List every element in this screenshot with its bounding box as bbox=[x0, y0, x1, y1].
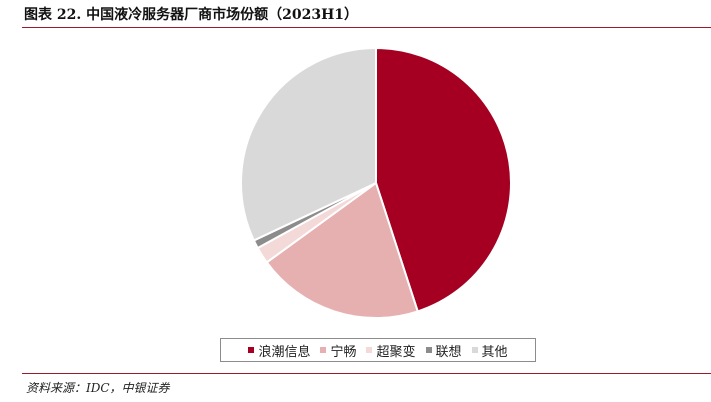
legend-item-3: 联想 bbox=[425, 341, 462, 360]
legend-swatch-2 bbox=[366, 347, 373, 353]
pie-slice-4 bbox=[240, 46, 377, 242]
legend-swatch-0 bbox=[248, 347, 255, 353]
legend-label-0: 浪潮信息 bbox=[258, 344, 311, 360]
legend-label-2: 超聚变 bbox=[376, 344, 416, 360]
legend-label-1: 宁畅 bbox=[330, 344, 357, 360]
legend-item-1: 宁畅 bbox=[320, 341, 356, 360]
pie-slice-1 bbox=[265, 181, 419, 319]
source-divider bbox=[22, 373, 711, 374]
source-note: 资料来源：IDC，中银证券 bbox=[26, 381, 170, 395]
pie-slice-0 bbox=[375, 46, 512, 313]
legend-label-3: 联想 bbox=[435, 344, 462, 360]
legend-item-0: 浪潮信息 bbox=[248, 341, 310, 360]
legend-swatch-4 bbox=[471, 347, 478, 353]
legend-swatch-3 bbox=[425, 347, 432, 353]
legend-item-2: 超聚变 bbox=[366, 341, 416, 360]
legend-label-4: 其他 bbox=[481, 344, 508, 360]
legend-swatch-1 bbox=[320, 347, 327, 353]
title-divider bbox=[22, 27, 711, 28]
chart-title: 图表 22. 中国液冷服务器厂商市场份额（2023H1） bbox=[24, 7, 359, 23]
chart-legend: 浪潮信息 宁畅 超聚变 联想 其他 bbox=[220, 338, 536, 362]
legend-item-4: 其他 bbox=[471, 341, 508, 360]
